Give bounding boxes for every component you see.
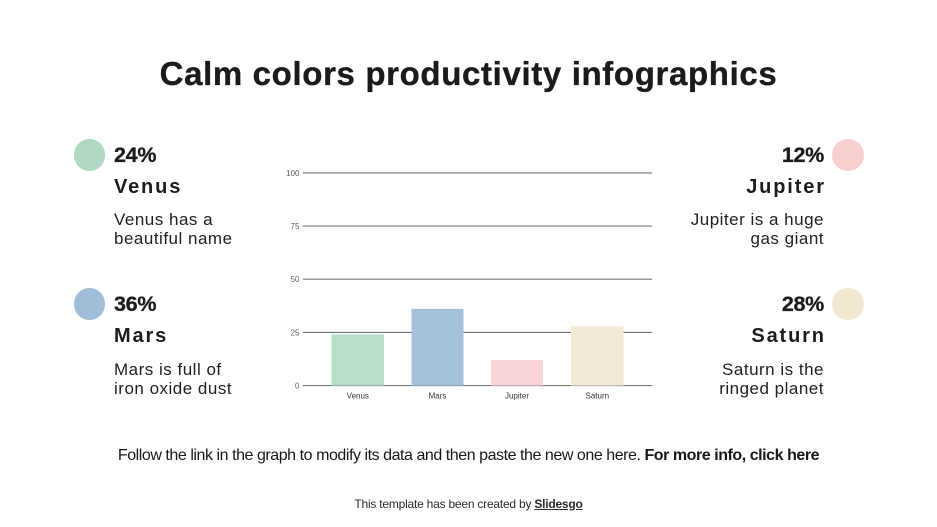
svg-text:0: 0 (295, 382, 300, 391)
svg-text:Jupiter: Jupiter (505, 391, 529, 400)
svg-text:50: 50 (291, 275, 300, 284)
svg-text:25: 25 (291, 328, 300, 337)
svg-text:100: 100 (286, 169, 300, 178)
svg-text:75: 75 (291, 222, 300, 231)
svg-text:Venus: Venus (347, 391, 369, 400)
svg-text:Saturn: Saturn (586, 391, 610, 400)
svg-text:Mars: Mars (429, 391, 447, 400)
